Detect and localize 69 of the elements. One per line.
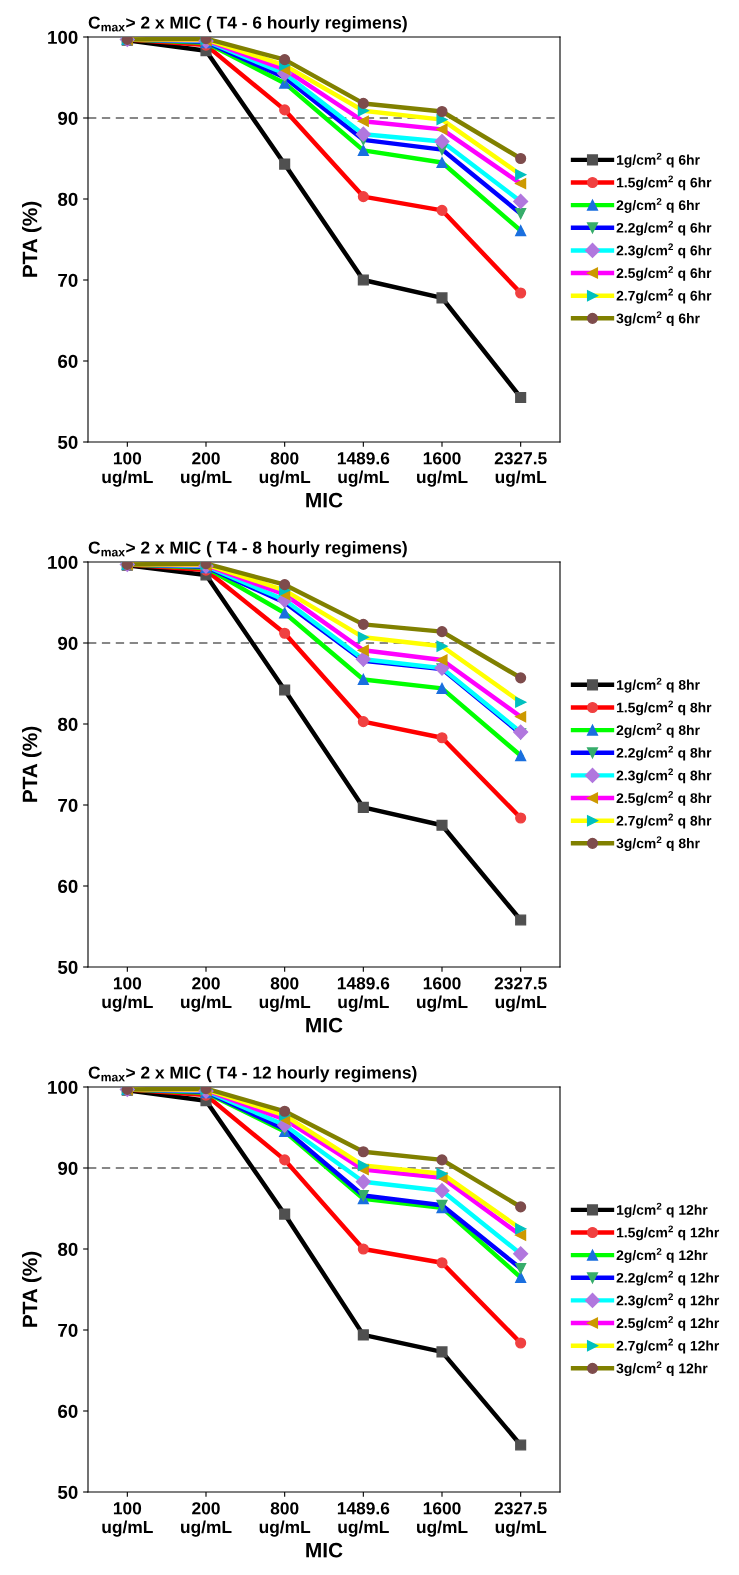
x-axis-title: MIC bbox=[306, 492, 343, 508]
y-tick-label: 60 bbox=[58, 1404, 78, 1418]
y-axis-title: PTA (%) bbox=[22, 1251, 42, 1327]
legend-label: 2.7g/cm$^{2}$ q 6hr bbox=[616, 288, 712, 304]
legend-label: 1g/cm$^{2}$ q 12hr bbox=[616, 1202, 708, 1218]
y-tick-label: 100 bbox=[48, 555, 78, 569]
legend-label: 2.2g/cm$^{2}$ q 12hr bbox=[616, 1270, 720, 1286]
x-tick-label: 1489.6 ug/mL bbox=[337, 452, 390, 487]
x-tick-label: 800 ug/mL bbox=[259, 1502, 311, 1537]
y-tick-label: 60 bbox=[58, 354, 78, 368]
x-tick-label: 800 ug/mL bbox=[259, 452, 311, 487]
x-tick-label: 1600 ug/mL bbox=[417, 452, 468, 487]
chart-title: C$_{max}$> 2 x MIC ( T4 - 6 hourly regimens) bbox=[88, 15, 407, 33]
y-tick-label: 50 bbox=[58, 960, 78, 974]
chart-title: C$_{max}$> 2 x MIC ( T4 - 12 hourly regimens) bbox=[88, 1065, 417, 1083]
x-tick-label: 2327.5 ug/mL bbox=[494, 977, 547, 1012]
y-tick-label: 100 bbox=[48, 30, 78, 44]
legend-label: 1g/cm$^{2}$ q 8hr bbox=[616, 677, 700, 693]
legend-label: 2.5g/cm$^{2}$ q 6hr bbox=[616, 265, 712, 281]
legend-label: 2g/cm$^{2}$ q 8hr bbox=[616, 723, 700, 738]
legend-label: 2g/cm$^{2}$ q 6hr bbox=[616, 198, 700, 213]
legend-label: 2.2g/cm$^{2}$ q 6hr bbox=[616, 220, 712, 236]
x-tick-label: 200 ug/mL bbox=[181, 1502, 232, 1537]
legend-label: 2g/cm$^{2}$ q 12hr bbox=[616, 1248, 708, 1263]
legend-label: 2.3g/cm$^{2}$ q 8hr bbox=[616, 768, 712, 784]
y-tick-label: 50 bbox=[58, 1485, 78, 1499]
y-tick-label: 80 bbox=[58, 192, 78, 206]
x-tick-label: 2327.5 ug/mL bbox=[494, 452, 547, 487]
legend-label: 2.5g/cm$^{2}$ q 8hr bbox=[616, 790, 712, 806]
legend-label: 2.3g/cm$^{2}$ q 12hr bbox=[616, 1293, 720, 1309]
y-tick-label: 80 bbox=[58, 717, 78, 731]
x-axis-title: MIC bbox=[306, 1017, 343, 1033]
chart-title: C$_{max}$> 2 x MIC ( T4 - 8 hourly regimens) bbox=[88, 540, 407, 558]
legend-label: 1.5g/cm$^{2}$ q 6hr bbox=[616, 175, 712, 191]
y-axis-title: PTA (%) bbox=[22, 201, 42, 277]
y-tick-label: 70 bbox=[58, 798, 78, 812]
y-tick-label: 90 bbox=[58, 636, 78, 650]
y-tick-label: 90 bbox=[58, 1161, 78, 1175]
y-tick-label: 80 bbox=[58, 1242, 78, 1256]
x-tick-label: 100 ug/mL bbox=[102, 977, 153, 1012]
x-tick-label: 1489.6 ug/mL bbox=[337, 977, 390, 1012]
legend-label: 2.3g/cm$^{2}$ q 6hr bbox=[616, 243, 712, 259]
legend-label: 1.5g/cm$^{2}$ q 12hr bbox=[616, 1225, 720, 1241]
legend-label: 2.2g/cm$^{2}$ q 8hr bbox=[616, 745, 712, 761]
legend-label: 2.5g/cm$^{2}$ q 12hr bbox=[616, 1315, 720, 1331]
x-tick-label: 1489.6 ug/mL bbox=[337, 1502, 390, 1537]
y-tick-label: 50 bbox=[58, 435, 78, 449]
x-tick-label: 100 ug/mL bbox=[102, 452, 153, 487]
x-tick-label: 2327.5 ug/mL bbox=[494, 1502, 547, 1537]
x-tick-label: 100 ug/mL bbox=[102, 1502, 153, 1537]
legend-label: 2.7g/cm$^{2}$ q 8hr bbox=[616, 813, 712, 829]
legend-label: 1g/cm$^{2}$ q 6hr bbox=[616, 152, 700, 168]
x-tick-label: 200 ug/mL bbox=[181, 977, 232, 1012]
x-tick-label: 200 ug/mL bbox=[181, 452, 232, 487]
legend-label: 2.7g/cm$^{2}$ q 12hr bbox=[616, 1338, 720, 1354]
y-tick-label: 100 bbox=[48, 1080, 78, 1094]
y-tick-label: 70 bbox=[58, 273, 78, 287]
legend-label: 3g/cm$^{2}$ q 12hr bbox=[616, 1361, 708, 1377]
x-tick-label: 1600 ug/mL bbox=[417, 1502, 468, 1537]
y-tick-label: 70 bbox=[58, 1323, 78, 1337]
legend-label: 3g/cm$^{2}$ q 8hr bbox=[616, 836, 700, 852]
y-tick-label: 60 bbox=[58, 879, 78, 893]
legend-label: 3g/cm$^{2}$ q 6hr bbox=[616, 311, 700, 327]
x-tick-label: 1600 ug/mL bbox=[417, 977, 468, 1012]
x-tick-label: 800 ug/mL bbox=[259, 977, 311, 1012]
y-axis-title: PTA (%) bbox=[22, 726, 42, 802]
legend-label: 1.5g/cm$^{2}$ q 8hr bbox=[616, 700, 712, 716]
x-axis-title: MIC bbox=[306, 1542, 343, 1558]
y-tick-label: 90 bbox=[58, 111, 78, 125]
